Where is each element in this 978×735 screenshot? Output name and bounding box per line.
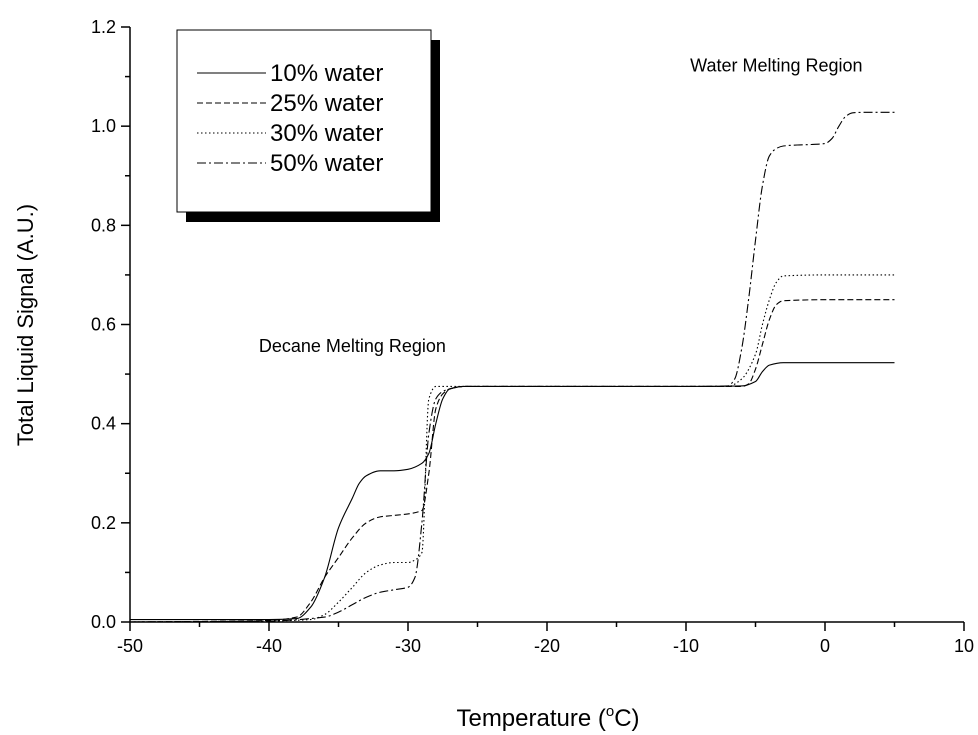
series-line-30-water (129, 274, 895, 623)
y-tick-label: 0.8 (91, 215, 116, 235)
annotations: Water Melting Region Decane Melting Regio… (259, 56, 863, 356)
x-tick-label: -10 (673, 636, 699, 656)
x-axis-label-text: Temperature ( (456, 705, 605, 732)
y-tick-label: 0.0 (91, 612, 116, 632)
y-axis-label: Total Liquid Signal (A.U.) (13, 204, 38, 446)
x-axis-label: Temperature (oC) (456, 703, 639, 732)
legend: 10% water 25% water 30% water 50% water (176, 29, 440, 222)
annotation-water-melting-region: Water Melting Region (690, 56, 862, 76)
x-tick-label: 10 (954, 636, 974, 656)
legend-box (176, 29, 432, 213)
legend-label-50-water: 50% water (270, 150, 383, 177)
x-tick-label: -20 (534, 636, 560, 656)
y-tick-label: 1.2 (91, 17, 116, 37)
series-group (129, 111, 895, 623)
legend-label-10-water: 10% water (270, 60, 383, 87)
x-tick-label: -50 (117, 636, 143, 656)
y-tick-label: 0.6 (91, 315, 116, 335)
ticks (121, 26, 965, 631)
legend-label-25-water: 25% water (270, 90, 383, 117)
y-tick-label: 0.4 (91, 414, 116, 434)
x-tick-label: -30 (395, 636, 421, 656)
series-line-25-water (129, 299, 895, 623)
annotation-decane-melting-region: Decane Melting Region (259, 336, 446, 356)
series-line-10-water (129, 362, 895, 621)
y-tick-label: 1.0 (91, 116, 116, 136)
x-tick-label: -40 (256, 636, 282, 656)
tick-labels: -50 -40 -30 -20 -10 0 10 0.0 0.2 0.4 0.6 0.8 1.0 1.2 (91, 17, 974, 656)
legend-label-30-water: 30% water (270, 120, 383, 147)
x-tick-label: 0 (820, 636, 830, 656)
x-axis-label-degree: o (606, 703, 614, 720)
x-axis-label-unit: C) (614, 705, 639, 732)
series-line-50-water (129, 111, 895, 623)
y-tick-label: 0.2 (91, 513, 116, 533)
